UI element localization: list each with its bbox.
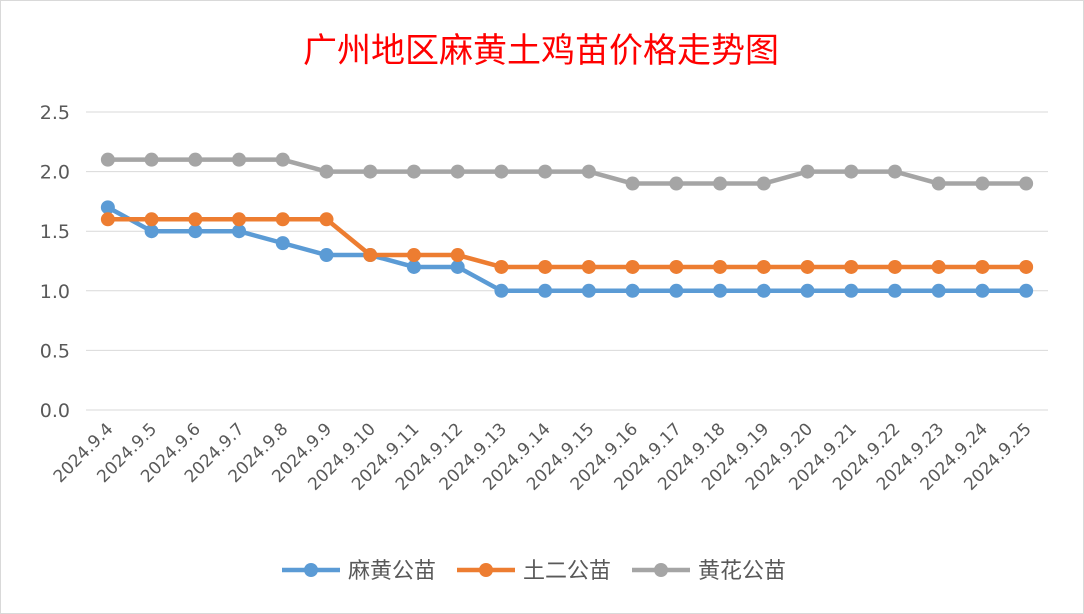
data-point xyxy=(406,164,421,179)
data-point xyxy=(669,283,684,298)
data-point xyxy=(931,259,946,274)
data-point xyxy=(669,259,684,274)
data-point xyxy=(188,224,203,239)
legend-label: 土二公苗 xyxy=(523,559,611,584)
data-point xyxy=(1019,283,1034,298)
data-point xyxy=(1019,176,1034,191)
data-point xyxy=(275,212,290,227)
data-point xyxy=(581,283,596,298)
gridlines xyxy=(86,111,1048,411)
data-point xyxy=(538,283,553,298)
data-point xyxy=(975,259,990,274)
data-point xyxy=(275,236,290,251)
data-point xyxy=(887,259,902,274)
legend-item: 黄花公苗 xyxy=(632,559,786,584)
y-tick-label: 2.5 xyxy=(40,102,70,124)
data-point xyxy=(538,259,553,274)
data-point xyxy=(844,259,859,274)
data-point xyxy=(100,152,115,167)
data-point xyxy=(844,164,859,179)
data-point xyxy=(319,248,334,263)
data-point xyxy=(494,164,509,179)
y-tick-label: 0.0 xyxy=(40,400,70,422)
data-point xyxy=(1019,259,1034,274)
y-tick-label: 0.5 xyxy=(40,340,70,362)
series-line xyxy=(105,157,1029,186)
data-point xyxy=(800,259,815,274)
data-point xyxy=(450,164,465,179)
data-point xyxy=(887,164,902,179)
legend: 麻黄公苗 土二公苗 黄花公苗 xyxy=(282,559,786,584)
data-point xyxy=(144,224,159,239)
data-point xyxy=(363,164,378,179)
data-point xyxy=(975,176,990,191)
data-point xyxy=(100,200,115,215)
data-point xyxy=(494,283,509,298)
data-point xyxy=(144,152,159,167)
data-point xyxy=(100,212,115,227)
data-point xyxy=(756,283,771,298)
series-layer xyxy=(100,152,1034,298)
data-point xyxy=(931,283,946,298)
data-point xyxy=(887,283,902,298)
data-point xyxy=(800,164,815,179)
legend-label: 麻黄公苗 xyxy=(348,559,436,584)
data-point xyxy=(188,152,203,167)
data-point xyxy=(450,259,465,274)
y-axis-tick-labels: 0.0 0.5 1.0 1.5 2.0 2.5 xyxy=(40,102,70,422)
data-point xyxy=(975,283,990,298)
data-point xyxy=(406,259,421,274)
y-tick-label: 1.0 xyxy=(40,281,70,303)
data-point xyxy=(931,176,946,191)
data-point xyxy=(800,283,815,298)
data-point xyxy=(232,224,247,239)
data-point xyxy=(625,176,640,191)
data-point xyxy=(713,283,728,298)
data-point xyxy=(756,176,771,191)
data-point xyxy=(494,259,509,274)
data-point xyxy=(406,248,421,263)
series-line xyxy=(105,205,1029,294)
data-point xyxy=(713,259,728,274)
data-point xyxy=(319,164,334,179)
legend-marker xyxy=(304,563,318,577)
data-point xyxy=(232,152,247,167)
data-point xyxy=(756,259,771,274)
data-point xyxy=(275,152,290,167)
chart-title: 广州地区麻黄土鸡苗价格走势图 xyxy=(303,31,779,71)
data-point xyxy=(450,248,465,263)
legend-item: 麻黄公苗 xyxy=(282,559,436,584)
series-3 xyxy=(100,152,1034,191)
data-point xyxy=(363,248,378,263)
series-2 xyxy=(100,212,1034,274)
data-point xyxy=(188,212,203,227)
data-point xyxy=(581,164,596,179)
data-point xyxy=(625,283,640,298)
data-point xyxy=(538,164,553,179)
x-axis-tick-labels: 2024.9.42024.9.52024.9.62024.9.72024.9.8… xyxy=(50,419,1036,494)
data-point xyxy=(669,176,684,191)
legend-marker xyxy=(479,563,493,577)
data-point xyxy=(581,259,596,274)
data-point xyxy=(232,212,247,227)
legend-item: 土二公苗 xyxy=(457,559,611,584)
y-tick-label: 2.0 xyxy=(40,162,70,184)
data-point xyxy=(144,212,159,227)
legend-label: 黄花公苗 xyxy=(698,559,786,584)
data-point xyxy=(844,283,859,298)
data-point xyxy=(625,259,640,274)
legend-marker xyxy=(654,563,668,577)
data-point xyxy=(319,212,334,227)
data-point xyxy=(713,176,728,191)
y-tick-label: 1.5 xyxy=(40,221,70,243)
series-line xyxy=(105,217,1029,270)
